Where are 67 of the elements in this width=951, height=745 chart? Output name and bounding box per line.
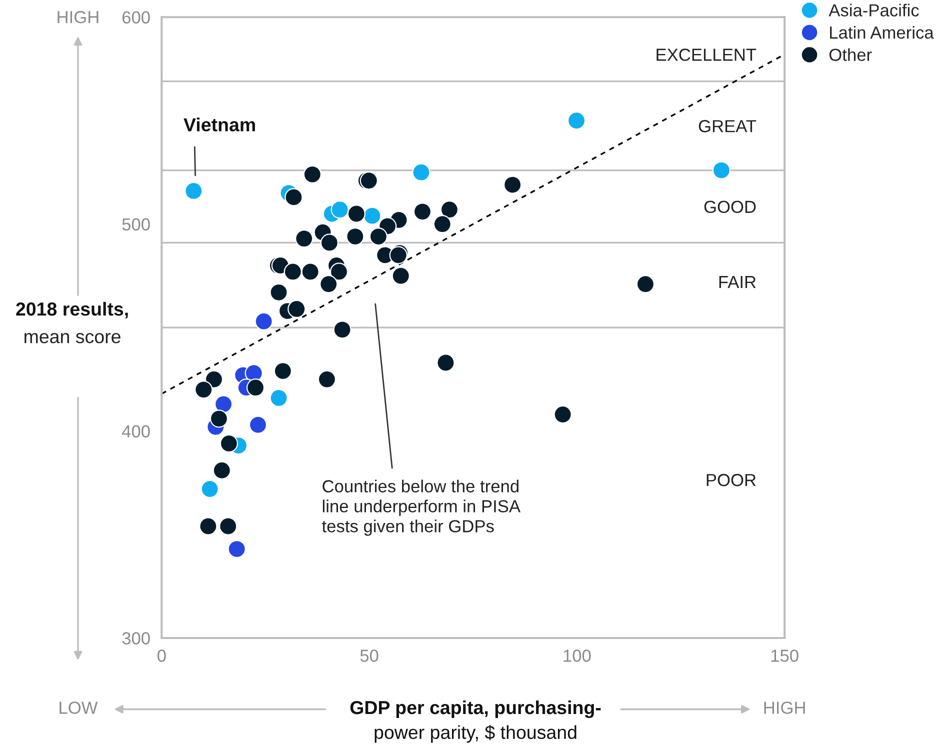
point — [567, 112, 586, 130]
point — [270, 283, 288, 302]
point — [330, 262, 348, 281]
point — [330, 200, 349, 219]
point — [274, 362, 292, 380]
point — [270, 388, 288, 408]
point — [214, 395, 233, 414]
point — [248, 416, 268, 434]
point — [184, 182, 203, 200]
point — [295, 230, 314, 248]
annotation: Vietnam — [184, 118, 255, 132]
point — [288, 300, 306, 318]
point — [392, 266, 410, 285]
point — [440, 200, 459, 219]
annotation: GOOD — [704, 200, 756, 214]
point — [363, 206, 382, 225]
point — [436, 354, 455, 372]
point — [412, 163, 430, 182]
point — [504, 176, 522, 194]
point — [284, 262, 302, 281]
point — [346, 227, 364, 246]
point — [636, 275, 655, 294]
annotation: EXCELLENT — [656, 48, 756, 61]
point — [712, 161, 731, 180]
point — [369, 227, 388, 246]
x-tick-label: 150 — [771, 650, 798, 662]
text: HIGH — [764, 702, 805, 714]
legend-label: Other — [829, 48, 872, 61]
y-tick-label: 400 — [122, 425, 150, 438]
y-axis-title: 2018 results, mean score — [16, 302, 128, 344]
point — [228, 540, 246, 558]
x-axis-title: GDP per capita, purchasing- power parity, $ thousand — [350, 700, 601, 743]
y-tick-label: 300 — [122, 632, 150, 644]
legend-label: Latin America — [830, 26, 934, 39]
x-tick-label: 0 — [158, 650, 166, 662]
point — [320, 275, 338, 294]
point — [200, 480, 219, 498]
text: HIGH — [58, 10, 98, 24]
point — [199, 517, 218, 536]
point — [333, 320, 352, 339]
y-tick-label: 600 — [122, 11, 150, 24]
y-tick-label: 500 — [122, 218, 150, 231]
x-tick-label: 100 — [564, 650, 591, 662]
point — [246, 378, 265, 397]
point — [347, 204, 366, 223]
point — [210, 410, 228, 428]
point — [413, 202, 432, 221]
legend-label: Asia-Pacific — [828, 4, 919, 16]
point — [194, 380, 213, 399]
annotation: POOR — [706, 474, 756, 486]
point — [303, 165, 322, 184]
point — [219, 517, 238, 536]
point — [320, 234, 338, 252]
annotation: FAIR — [719, 276, 756, 288]
point — [301, 262, 320, 281]
annotation: Countries below the trend line underperform in PISA tests given their GDPs — [322, 480, 521, 536]
point — [220, 434, 238, 453]
x-tick-label: 50 — [360, 650, 378, 662]
point — [318, 370, 336, 388]
text: LOW — [60, 702, 98, 714]
point — [433, 215, 452, 234]
point — [554, 405, 572, 424]
point — [254, 312, 273, 330]
point — [212, 461, 231, 480]
annotation: GREAT — [698, 120, 756, 132]
point — [284, 188, 303, 206]
point — [204, 370, 224, 388]
